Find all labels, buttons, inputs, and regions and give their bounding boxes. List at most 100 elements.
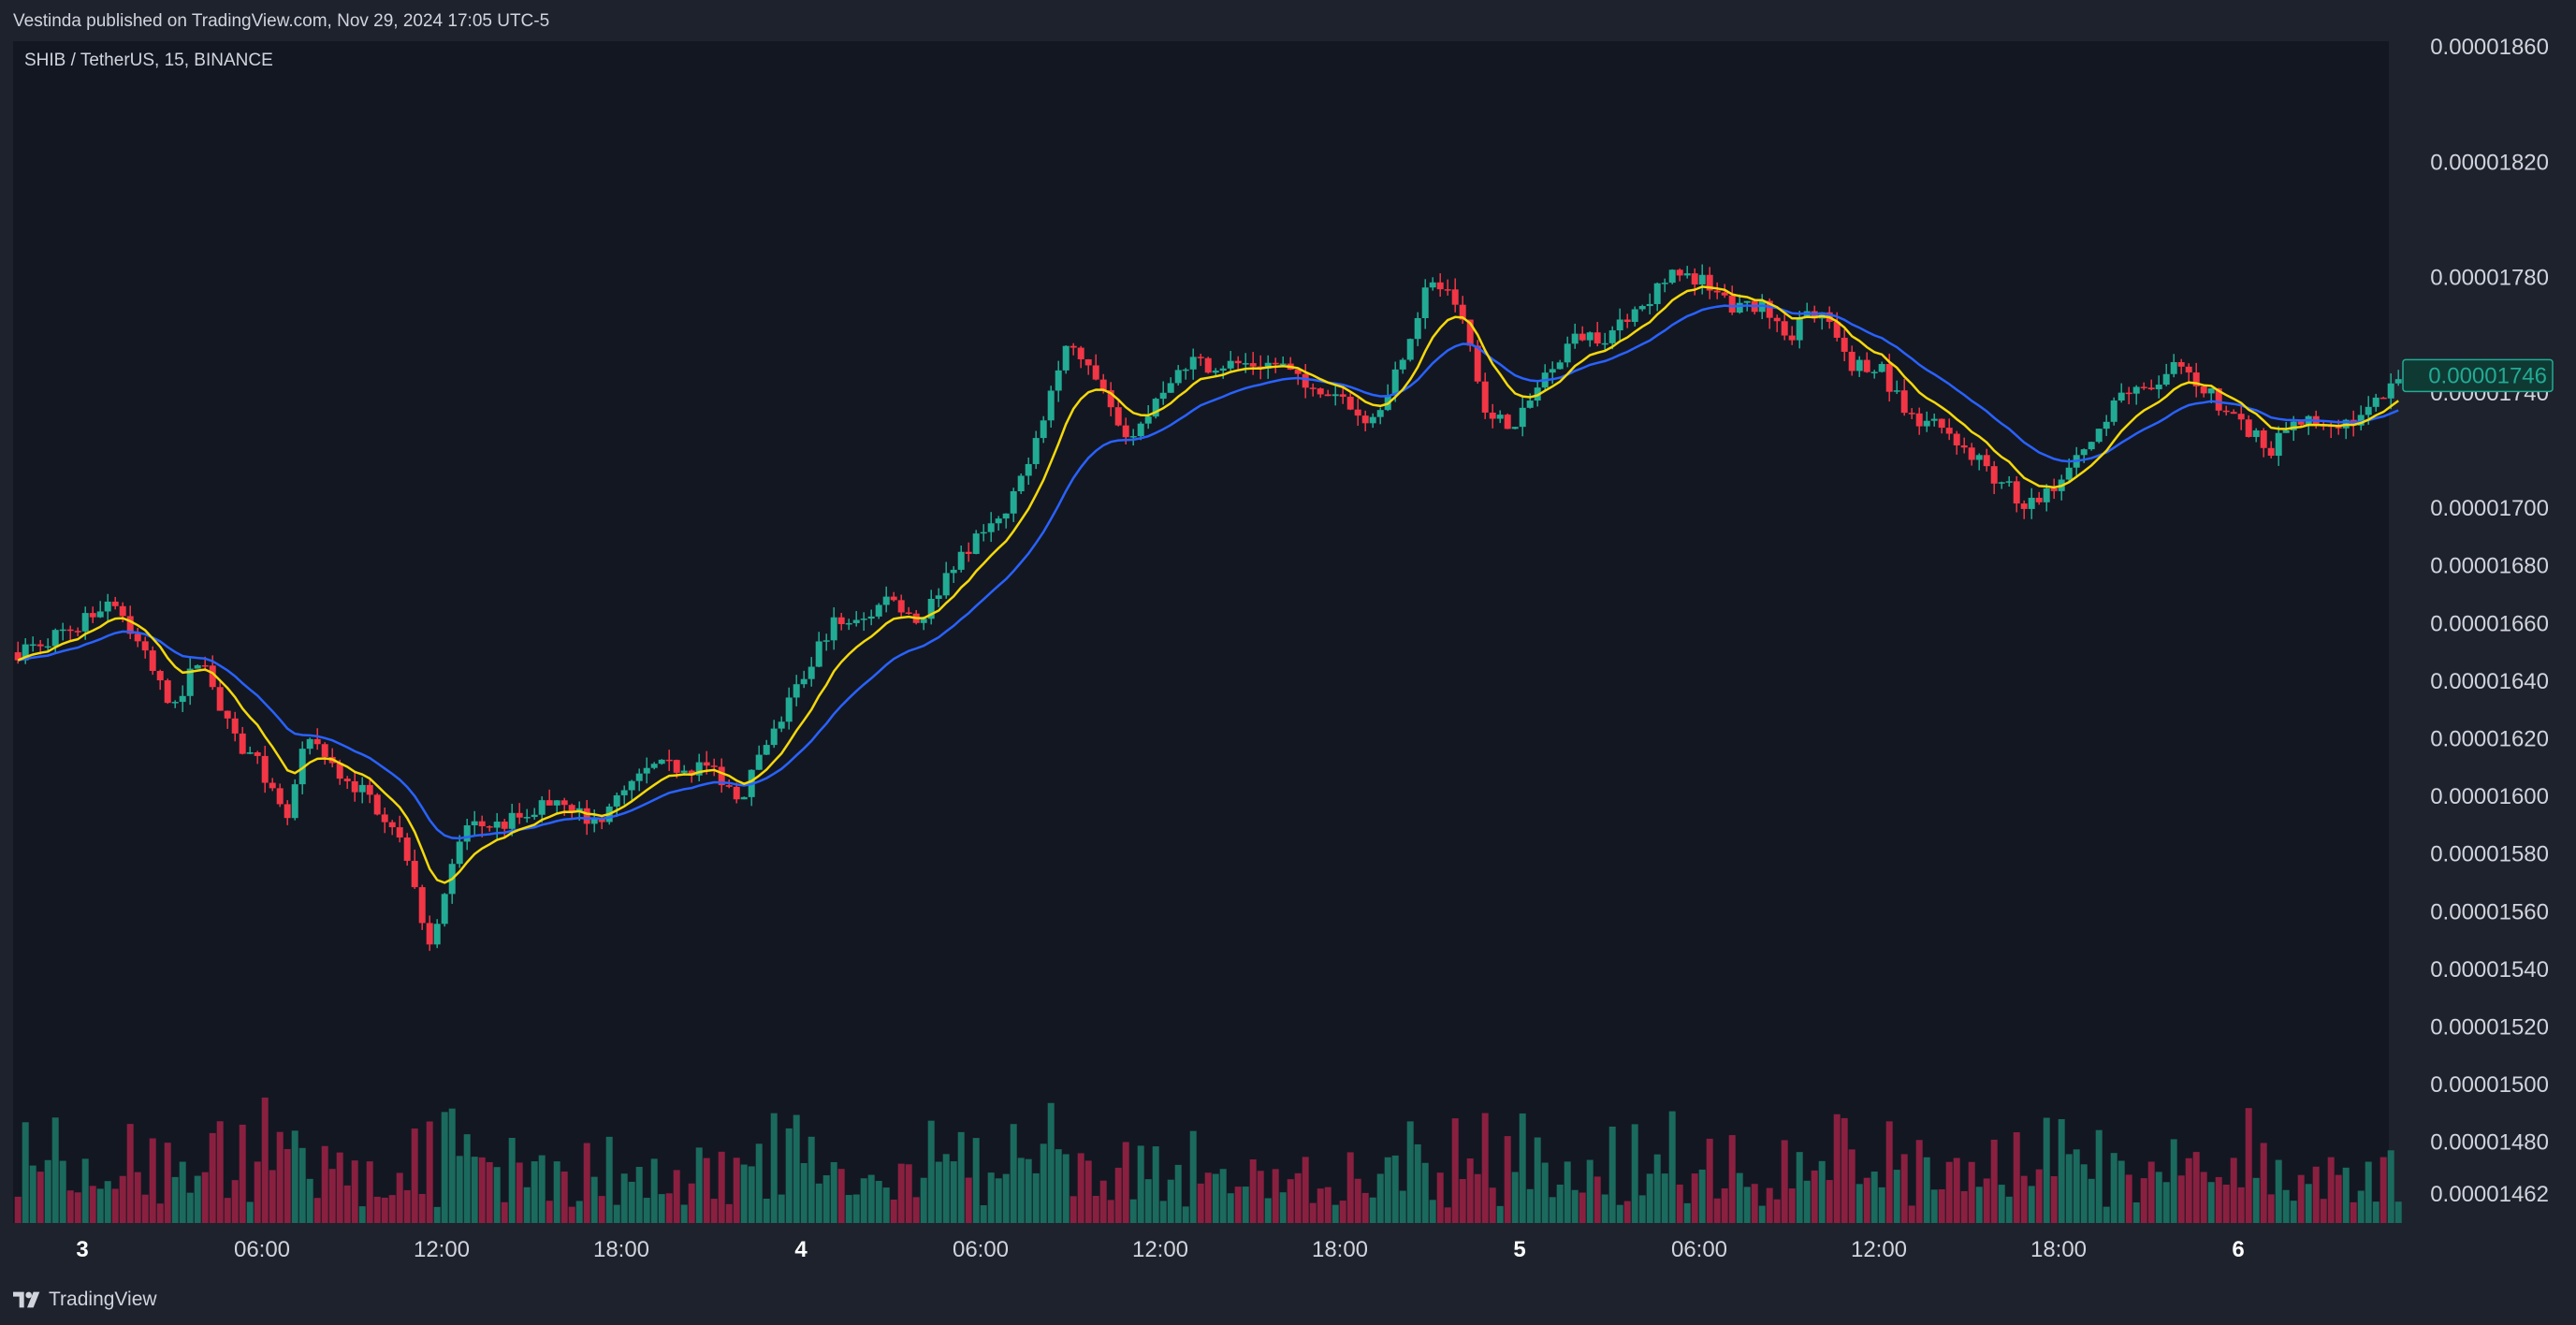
- candle-body: [180, 696, 186, 702]
- volume-bar: [666, 1193, 673, 1223]
- candle-body: [816, 641, 822, 666]
- price-chart[interactable]: 0.000018600.000018200.000017800.00001740…: [0, 0, 2576, 1274]
- price-tick-label: 0.00001500: [2430, 1072, 2549, 1098]
- candle-body: [434, 924, 441, 944]
- volume-bar: [105, 1181, 111, 1223]
- volume-bar: [1325, 1187, 1332, 1223]
- volume-bar: [329, 1169, 336, 1223]
- volume-bar: [1654, 1155, 1661, 1223]
- volume-bar: [195, 1176, 201, 1223]
- candle-body: [1452, 289, 1459, 304]
- candle-body: [1841, 338, 1848, 352]
- candle-body: [2268, 448, 2275, 456]
- volume-bar: [1632, 1124, 1638, 1223]
- volume-bar: [2088, 1179, 2095, 1223]
- volume-bar: [1310, 1203, 1317, 1223]
- candle-body: [2298, 422, 2305, 425]
- candle-body: [734, 787, 740, 799]
- volume-bar: [1669, 1112, 1676, 1223]
- volume-bar: [1797, 1152, 1803, 1223]
- volume-bar: [30, 1166, 36, 1223]
- candle-body: [868, 617, 875, 619]
- volume-bar: [150, 1139, 156, 1223]
- volume-bar: [569, 1207, 575, 1223]
- volume-bar: [996, 1178, 1002, 1223]
- volume-bar: [37, 1172, 44, 1223]
- volume-bar: [2358, 1190, 2365, 1223]
- volume-bar: [457, 1156, 463, 1223]
- volume-bar: [876, 1181, 882, 1223]
- candle-body: [1849, 352, 1856, 371]
- volume-bar: [1400, 1191, 1406, 1223]
- candle-body: [1490, 413, 1496, 419]
- candle-body: [494, 822, 501, 827]
- volume-bar: [853, 1194, 860, 1223]
- price-tick-label: 0.00001600: [2430, 784, 2549, 809]
- volume-bar: [801, 1163, 808, 1223]
- candle-body: [996, 518, 1002, 523]
- volume-bar: [1317, 1188, 1324, 1223]
- candle-body: [2201, 386, 2207, 394]
- volume-bar: [1198, 1184, 1204, 1223]
- candle-body: [202, 665, 209, 667]
- candle-body: [2253, 430, 2260, 437]
- volume-bar: [112, 1188, 119, 1223]
- candle-body: [1220, 369, 1227, 371]
- volume-bar: [1055, 1149, 1062, 1223]
- candle-body: [531, 815, 538, 817]
- candle-body: [389, 823, 396, 827]
- price-tick-label: 0.00001640: [2430, 669, 2549, 694]
- volume-bar: [591, 1177, 598, 1223]
- volume-bar: [1085, 1160, 1092, 1223]
- candle-body: [681, 771, 688, 773]
- volume-bar: [2216, 1177, 2222, 1223]
- volume-bar: [2163, 1182, 2170, 1223]
- volume-bar: [1108, 1200, 1114, 1223]
- volume-bar: [2051, 1176, 2058, 1223]
- volume-bar: [1280, 1192, 1287, 1223]
- candle-body: [2261, 430, 2267, 448]
- volume-bar: [734, 1158, 740, 1223]
- volume-bar: [1557, 1185, 1564, 1223]
- candle-body: [1931, 419, 1938, 421]
- volume-bar: [1744, 1187, 1751, 1223]
- brand[interactable]: TradingView: [13, 1289, 157, 1311]
- candle-body: [397, 827, 403, 837]
- candle-body: [1976, 455, 1983, 459]
- volume-bar: [255, 1161, 261, 1223]
- volume-bar: [846, 1195, 852, 1223]
- candle-body: [255, 752, 261, 756]
- candle-body: [1879, 364, 1885, 371]
- volume-bar: [1879, 1187, 1885, 1223]
- volume-bar: [1587, 1160, 1594, 1223]
- volume-bar: [861, 1178, 867, 1223]
- volume-bar: [1714, 1199, 1721, 1223]
- candle-body: [2365, 407, 2372, 415]
- candle-body: [2133, 386, 2140, 393]
- volume-bar: [2148, 1161, 2155, 1223]
- candle-body: [621, 790, 628, 794]
- candle-body: [726, 785, 733, 787]
- volume-bar: [2253, 1178, 2260, 1223]
- volume-bar: [711, 1199, 718, 1223]
- candle-body: [838, 618, 845, 624]
- candle-body: [1362, 415, 1369, 423]
- volume-bar: [576, 1201, 583, 1223]
- volume-bar: [2328, 1158, 2335, 1223]
- candle-body: [1662, 283, 1668, 284]
- candle-body: [37, 645, 44, 647]
- volume-bar: [1160, 1201, 1167, 1223]
- candle-body: [2163, 374, 2170, 385]
- volume-bar: [382, 1198, 388, 1223]
- candle-body: [711, 765, 718, 767]
- volume-bar: [180, 1162, 186, 1223]
- volume-bar: [1430, 1200, 1436, 1223]
- volume-bar: [1070, 1196, 1077, 1223]
- volume-bar: [749, 1166, 755, 1223]
- volume-bar: [1497, 1206, 1504, 1223]
- volume-bar: [269, 1170, 276, 1223]
- candle-body: [52, 630, 59, 646]
- candle-body: [2029, 498, 2035, 509]
- candle-body: [1744, 301, 1751, 303]
- symbol-label: SHIB / TetherUS, 15, BINANCE: [24, 51, 273, 71]
